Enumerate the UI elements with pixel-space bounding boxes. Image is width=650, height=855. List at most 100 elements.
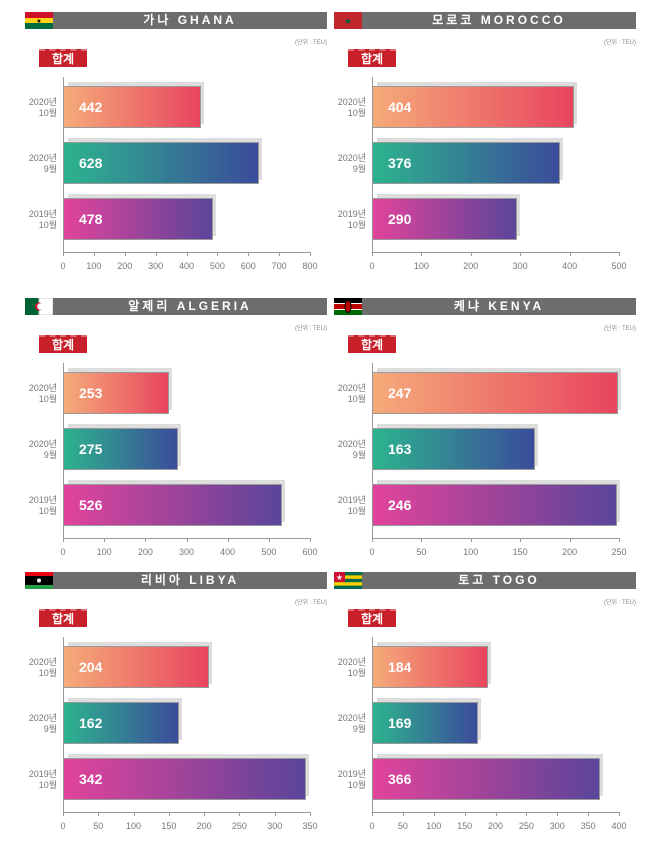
bar: 169	[372, 702, 479, 744]
x-tick	[268, 538, 270, 542]
bar-value-label: 478	[79, 211, 103, 227]
chart-panel: 알제리 ALGERIA (단위 : TEU) 합계 0 100 200 300 400 500 6…	[25, 297, 327, 578]
x-tick	[520, 252, 522, 256]
category-label: 2019년 10월	[28, 209, 57, 230]
x-tick	[470, 538, 472, 542]
x-axis	[372, 538, 620, 539]
bar: 184	[372, 646, 488, 688]
bar-value-label: 628	[79, 155, 103, 171]
x-tick-label: 250	[611, 547, 627, 557]
x-tick	[98, 812, 100, 816]
x-tick-label: 500	[261, 547, 277, 557]
chart-panel: ★ 가나 GHANA (단위 : TEU) 합계 0 100 200 300 400 500 600…	[25, 12, 327, 292]
total-badge: 합계	[348, 49, 396, 67]
x-tick	[619, 538, 620, 542]
bar: 442	[63, 86, 202, 128]
x-tick-label: 50	[93, 821, 104, 831]
chart-title: 알제리 ALGERIA	[53, 298, 327, 315]
x-tick-label: 500	[611, 261, 627, 271]
x-tick	[569, 252, 571, 256]
x-tick-label: 350	[580, 821, 596, 831]
x-tick-label: 800	[302, 261, 318, 271]
bar: 204	[63, 646, 209, 688]
bar: 366	[372, 758, 600, 800]
x-tick-label: 200	[562, 547, 578, 557]
x-tick	[186, 252, 188, 256]
category-label: 2020년 9월	[28, 713, 57, 734]
x-tick-label: 0	[60, 261, 66, 271]
x-tick-label: 100	[86, 261, 102, 271]
bar-value-label: 366	[388, 771, 412, 787]
x-tick-label: 500	[209, 261, 225, 271]
algeria-flag	[25, 297, 54, 316]
x-tick	[204, 812, 206, 816]
x-tick	[124, 252, 126, 256]
unit-label: (단위 : TEU)	[603, 40, 636, 46]
category-label: 2020년 9월	[337, 713, 366, 734]
x-tick-label: 400	[611, 821, 627, 831]
x-tick-label: 350	[302, 821, 318, 831]
x-tick	[421, 252, 423, 256]
x-tick	[433, 812, 435, 816]
x-tick	[310, 252, 311, 256]
total-badge: 합계	[39, 609, 87, 627]
x-tick	[145, 538, 147, 542]
x-tick	[372, 538, 373, 542]
bar: 290	[372, 198, 518, 240]
unit-label: (단위 : TEU)	[294, 40, 327, 46]
x-tick	[93, 252, 95, 256]
x-tick-label: 0	[60, 821, 66, 831]
x-tick	[279, 252, 281, 256]
x-tick	[155, 252, 157, 256]
kenya-flag	[334, 298, 362, 315]
bar: 163	[372, 428, 536, 470]
x-tick	[464, 812, 466, 816]
bar-value-label: 184	[388, 659, 412, 675]
x-tick	[520, 538, 522, 542]
category-label: 2020년 9월	[337, 439, 366, 460]
svg-text:★: ★	[336, 573, 343, 582]
x-tick	[63, 252, 64, 256]
x-tick	[63, 812, 64, 816]
svg-text:★: ★	[344, 16, 352, 26]
category-label: 2019년 10월	[28, 495, 57, 516]
x-tick-label: 300	[267, 821, 283, 831]
svg-text:★: ★	[36, 18, 41, 25]
x-tick	[133, 812, 135, 816]
total-badge: 합계	[39, 335, 87, 353]
total-badge: 합계	[348, 335, 396, 353]
category-label: 2020년 9월	[337, 153, 366, 174]
x-axis	[372, 252, 620, 253]
x-tick-label: 0	[60, 547, 66, 557]
x-tick-label: 0	[369, 547, 375, 557]
x-tick-label: 100	[96, 547, 112, 557]
category-label: 2019년 10월	[337, 769, 366, 790]
bar-value-label: 290	[388, 211, 412, 227]
chart-panel: ★ 토고 TOGO (단위 : TEU) 합계 0 50 100 150 200 250 300 35…	[334, 572, 636, 852]
x-tick	[495, 812, 497, 816]
unit-label: (단위 : TEU)	[603, 326, 636, 332]
category-label: 2020년 10월	[28, 97, 57, 118]
bar: 275	[63, 428, 179, 470]
x-tick-label: 250	[231, 821, 247, 831]
x-tick	[569, 538, 571, 542]
x-tick	[372, 252, 373, 256]
category-label: 2020년 10월	[337, 383, 366, 404]
x-tick	[168, 812, 170, 816]
x-tick-label: 600	[302, 547, 318, 557]
bar: 478	[63, 198, 213, 240]
x-tick	[421, 538, 423, 542]
x-tick-label: 100	[426, 821, 442, 831]
chart-title: 모로코 MOROCCO	[362, 12, 636, 29]
x-tick-label: 150	[512, 547, 528, 557]
category-label: 2020년 9월	[28, 153, 57, 174]
libya-flag	[25, 572, 53, 589]
bar: 342	[63, 758, 307, 800]
x-tick-label: 0	[369, 261, 375, 271]
category-label: 2019년 10월	[28, 769, 57, 790]
x-tick	[310, 812, 311, 816]
chart-panel: ★ 모로코 MOROCCO (단위 : TEU) 합계 0 100 200 300 400 500…	[334, 12, 636, 292]
x-tick	[557, 812, 559, 816]
x-tick	[372, 812, 373, 816]
chart-panel: 리비아 LIBYA (단위 : TEU) 합계 0 50 100 150 200 250 300 3…	[25, 572, 327, 852]
